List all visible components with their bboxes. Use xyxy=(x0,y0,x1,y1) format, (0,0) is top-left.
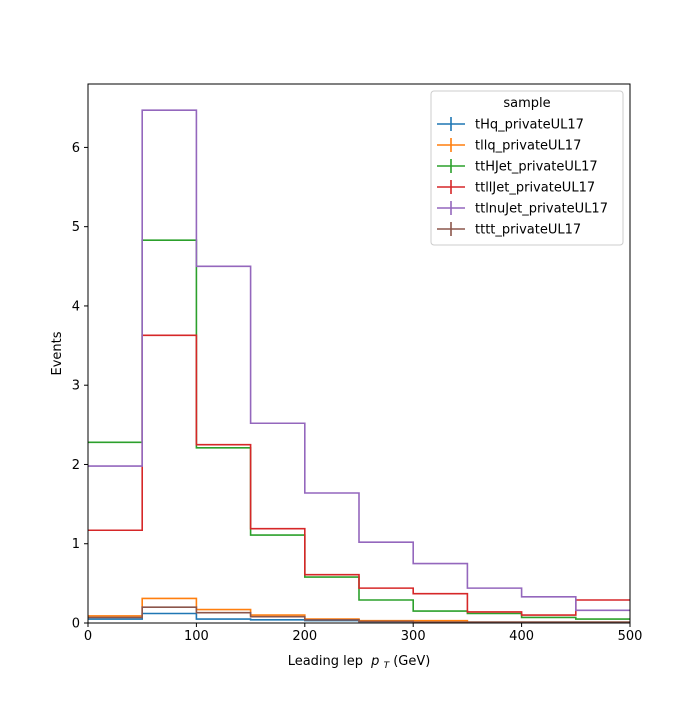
legend-label: tttt_privateUL17 xyxy=(475,223,581,238)
series-line-5 xyxy=(88,606,630,624)
legend-label: ttHJet_privateUL17 xyxy=(475,160,598,175)
y-tick-label: 5 xyxy=(72,220,80,235)
series-line-1 xyxy=(88,597,630,624)
legend-item: ttHJet_privateUL17 xyxy=(437,159,598,175)
x-axis-label-text: Leading lep xyxy=(288,654,363,669)
series-line-3 xyxy=(88,334,630,616)
legend-label: tHq_privateUL17 xyxy=(475,118,584,133)
legend-item: ttlnuJet_privateUL17 xyxy=(437,201,608,217)
legend-item: tHq_privateUL17 xyxy=(437,117,584,133)
series-layer xyxy=(88,109,630,624)
legend: sample tHq_privateUL17 tllq_privateUL17tt… xyxy=(430,90,624,246)
legend-items: tHq_privateUL17 tllq_privateUL17 ttHJet_pr… xyxy=(437,117,608,238)
legend-label: ttllJet_privateUL17 xyxy=(475,181,595,196)
x-axis: 0 100 200 300 400 500 xyxy=(84,623,643,644)
plot-frame xyxy=(87,83,631,624)
x-tick-label: 0 xyxy=(84,629,92,644)
series-line-2 xyxy=(88,239,630,620)
legend-label: tllq_privateUL17 xyxy=(475,139,581,154)
y-tick-label: 2 xyxy=(72,458,80,473)
x-tick-label: 400 xyxy=(509,629,534,644)
x-axis-label-subscript: T xyxy=(384,661,391,671)
x-axis-label-p: p xyxy=(370,654,379,669)
y-tick-label: 0 xyxy=(72,617,80,632)
y-tick-label: 4 xyxy=(72,299,80,314)
y-tick-label: 1 xyxy=(72,537,80,552)
legend-title: sample xyxy=(503,96,550,111)
x-axis-label-unit: (GeV) xyxy=(393,654,430,669)
legend-label: ttlnuJet_privateUL17 xyxy=(475,202,608,217)
y-tick-label: 6 xyxy=(72,141,80,156)
y-axis: 0 1 2 3 4 5 6 xyxy=(72,141,88,632)
x-tick-label: 300 xyxy=(401,629,426,644)
legend-item: tttt_privateUL17 xyxy=(437,222,581,238)
series-line-4 xyxy=(88,109,630,612)
legend-item: ttllJet_privateUL17 xyxy=(437,180,595,196)
x-tick-label: 100 xyxy=(184,629,209,644)
legend-item: tllq_privateUL17 xyxy=(437,138,581,154)
y-axis-label: Events xyxy=(50,331,65,375)
x-tick-label: 500 xyxy=(618,629,643,644)
x-axis-label: Leading lep p T (GeV) xyxy=(288,654,431,672)
y-tick-label: 3 xyxy=(72,379,80,394)
legend-box xyxy=(430,90,624,246)
x-tick-label: 200 xyxy=(292,629,317,644)
